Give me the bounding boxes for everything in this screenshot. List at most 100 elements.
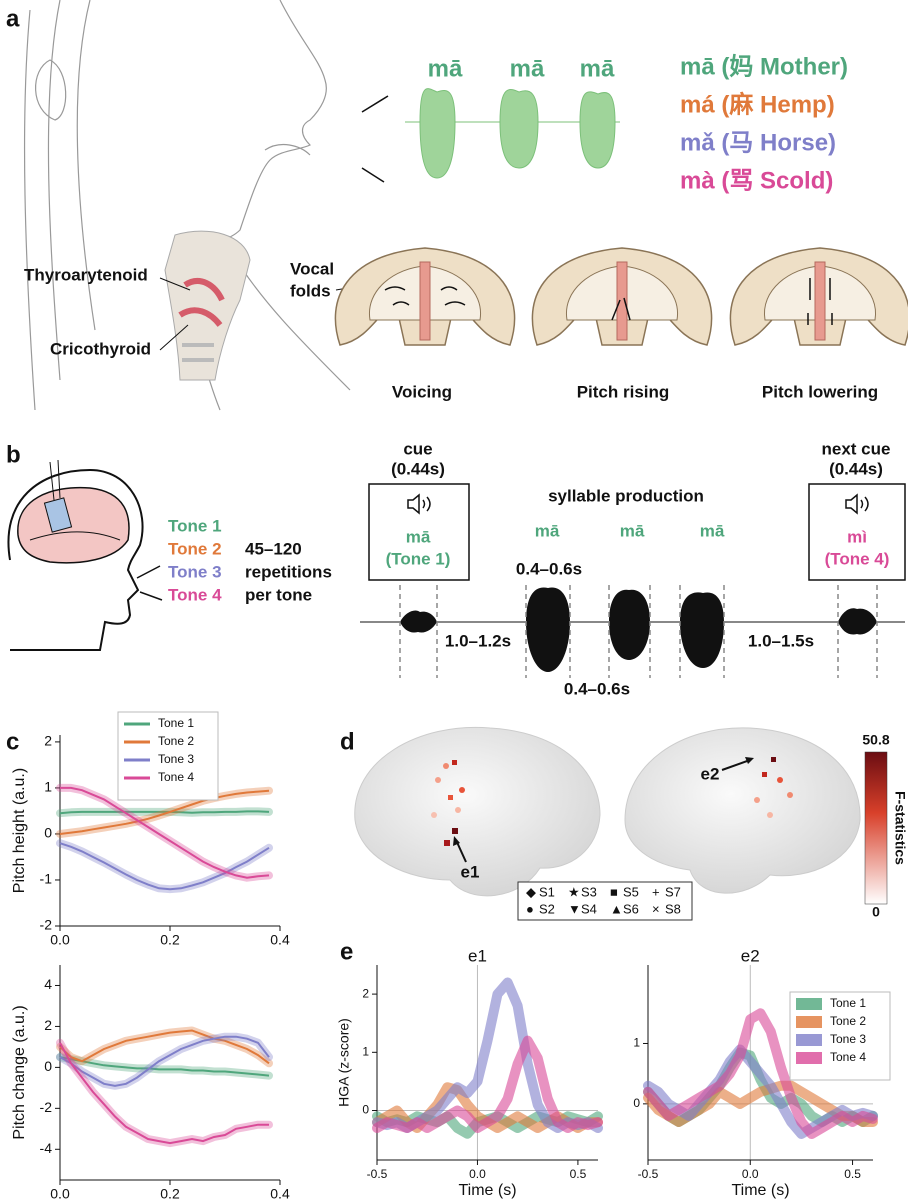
cue-box (808, 483, 906, 581)
arrow (611, 297, 631, 321)
series-line (59, 789, 270, 835)
subject-name: S4 (581, 901, 597, 916)
colorbar-min: 0 (872, 904, 880, 920)
y-tick-label: 0 (362, 1103, 369, 1117)
legend-swatch (796, 1034, 822, 1046)
subject-marker: + (652, 884, 660, 899)
duration: 1.0–1.5s (748, 631, 814, 650)
tone-entry: Tone 2 (168, 539, 222, 558)
subject-marker: ▼ (568, 901, 581, 916)
legend-label: Tone 2 (830, 1014, 866, 1028)
divider (361, 167, 385, 183)
electrode-label: e1 (461, 862, 480, 881)
panel-label: b (6, 441, 21, 468)
subject-marker: ● (526, 901, 534, 916)
repetitions: 45–120 (245, 539, 302, 558)
head-illustration (7, 459, 163, 651)
subject-marker: ★ (568, 884, 580, 899)
series-line (59, 1042, 269, 1145)
legend-label: Tone 1 (158, 716, 194, 730)
panel-label: a (6, 5, 20, 32)
x-tick-label: -0.5 (638, 1167, 659, 1181)
series-band (372, 1035, 603, 1133)
subject-marker: ▲ (610, 901, 623, 916)
tone-list: mā (妈 Mother) má (麻 Hemp) mǎ (马 Horse) mà (… (680, 53, 848, 194)
next-syllable: mì (847, 527, 867, 546)
panel-label: d (340, 728, 355, 755)
subject-name: S1 (539, 884, 555, 899)
vocal-fold (814, 261, 826, 341)
x-tick-label: 0.4 (270, 932, 290, 948)
legend-box (117, 711, 219, 801)
legend-label: Tone 3 (830, 1032, 866, 1046)
series-band (643, 1044, 878, 1139)
dashed-markers (399, 585, 878, 678)
y-tick-label: -1 (40, 871, 53, 887)
y-axis-label: Pitch change (a.u.) (11, 1005, 28, 1139)
tone-entry: mā (妈 Mother) (680, 53, 848, 80)
next-cue-label: next cue (822, 439, 891, 458)
arrow (440, 286, 458, 291)
speaker-icons (407, 493, 869, 515)
repetitions: per tone (245, 585, 312, 604)
series-band (372, 977, 603, 1133)
x-tick-label: 0.4 (270, 1186, 290, 1200)
green-waveform (405, 88, 620, 179)
colorbar-max: 50.8 (862, 732, 889, 748)
x-tick-label: 0.2 (160, 1186, 180, 1200)
caption: Pitch lowering (762, 382, 878, 401)
legend-label: Tone 2 (158, 734, 194, 748)
chart-title: e2 (741, 946, 760, 965)
caption: Pitch rising (577, 382, 670, 401)
legend-swatch (796, 1016, 822, 1028)
arrow (392, 301, 410, 306)
syllable: mā (510, 55, 545, 82)
y-tick-label: 4 (44, 976, 52, 992)
brain-illustrations (354, 726, 861, 897)
x-tick-label: 0.5 (570, 1167, 587, 1181)
legend-swatch (796, 1052, 822, 1064)
panel-label: c (6, 728, 19, 755)
syllable: mā (535, 521, 560, 540)
series-line (59, 1035, 270, 1087)
y-axis-label: HGA (z-score) (336, 1018, 352, 1107)
subject-name: S5 (623, 884, 639, 899)
subject-name: S6 (623, 901, 639, 916)
muscle-label: Cricothyroid (50, 339, 151, 358)
next-syllable: (Tone 4) (825, 549, 890, 568)
subject-marker: ◆ (526, 884, 536, 899)
larynx-illustration (159, 230, 251, 381)
arrow (444, 301, 466, 306)
tone-entry: Tone 3 (168, 562, 222, 581)
black-waveform (360, 587, 905, 672)
legend-swatch (796, 998, 822, 1010)
cue-label: cue (403, 439, 432, 458)
series-line (59, 842, 270, 891)
x-tick-label: 0.0 (742, 1167, 759, 1181)
colorbar-label: F-statistics (892, 791, 908, 865)
legend-label: Tone 1 (830, 996, 866, 1010)
vocal-folds-label: Vocal (290, 259, 334, 278)
repetitions: repetitions (245, 562, 332, 581)
y-tick-label: 1 (44, 779, 52, 795)
arrow (807, 278, 833, 325)
subject-name: S8 (665, 901, 681, 916)
series-line (60, 786, 270, 879)
y-tick-label: -4 (40, 1140, 53, 1156)
syllable: mā (580, 55, 615, 82)
series-band (643, 1008, 878, 1139)
cue-syllable: mā (406, 527, 431, 546)
chart-title: e1 (468, 946, 487, 965)
syllable: mā (700, 521, 725, 540)
x-axis-label: Time (s) (731, 1182, 789, 1199)
y-tick-label: 0 (633, 1096, 640, 1110)
y-tick-label: 1 (633, 1036, 640, 1050)
y-tick-label: 2 (44, 733, 52, 749)
subject-name: S3 (581, 884, 597, 899)
legend-label: Tone 4 (158, 770, 194, 784)
duration: 1.0–1.2s (445, 631, 511, 650)
legend-label: Tone 3 (158, 752, 194, 766)
cue-label: (0.44s) (391, 459, 445, 478)
duration: 0.4–0.6s (516, 559, 582, 578)
